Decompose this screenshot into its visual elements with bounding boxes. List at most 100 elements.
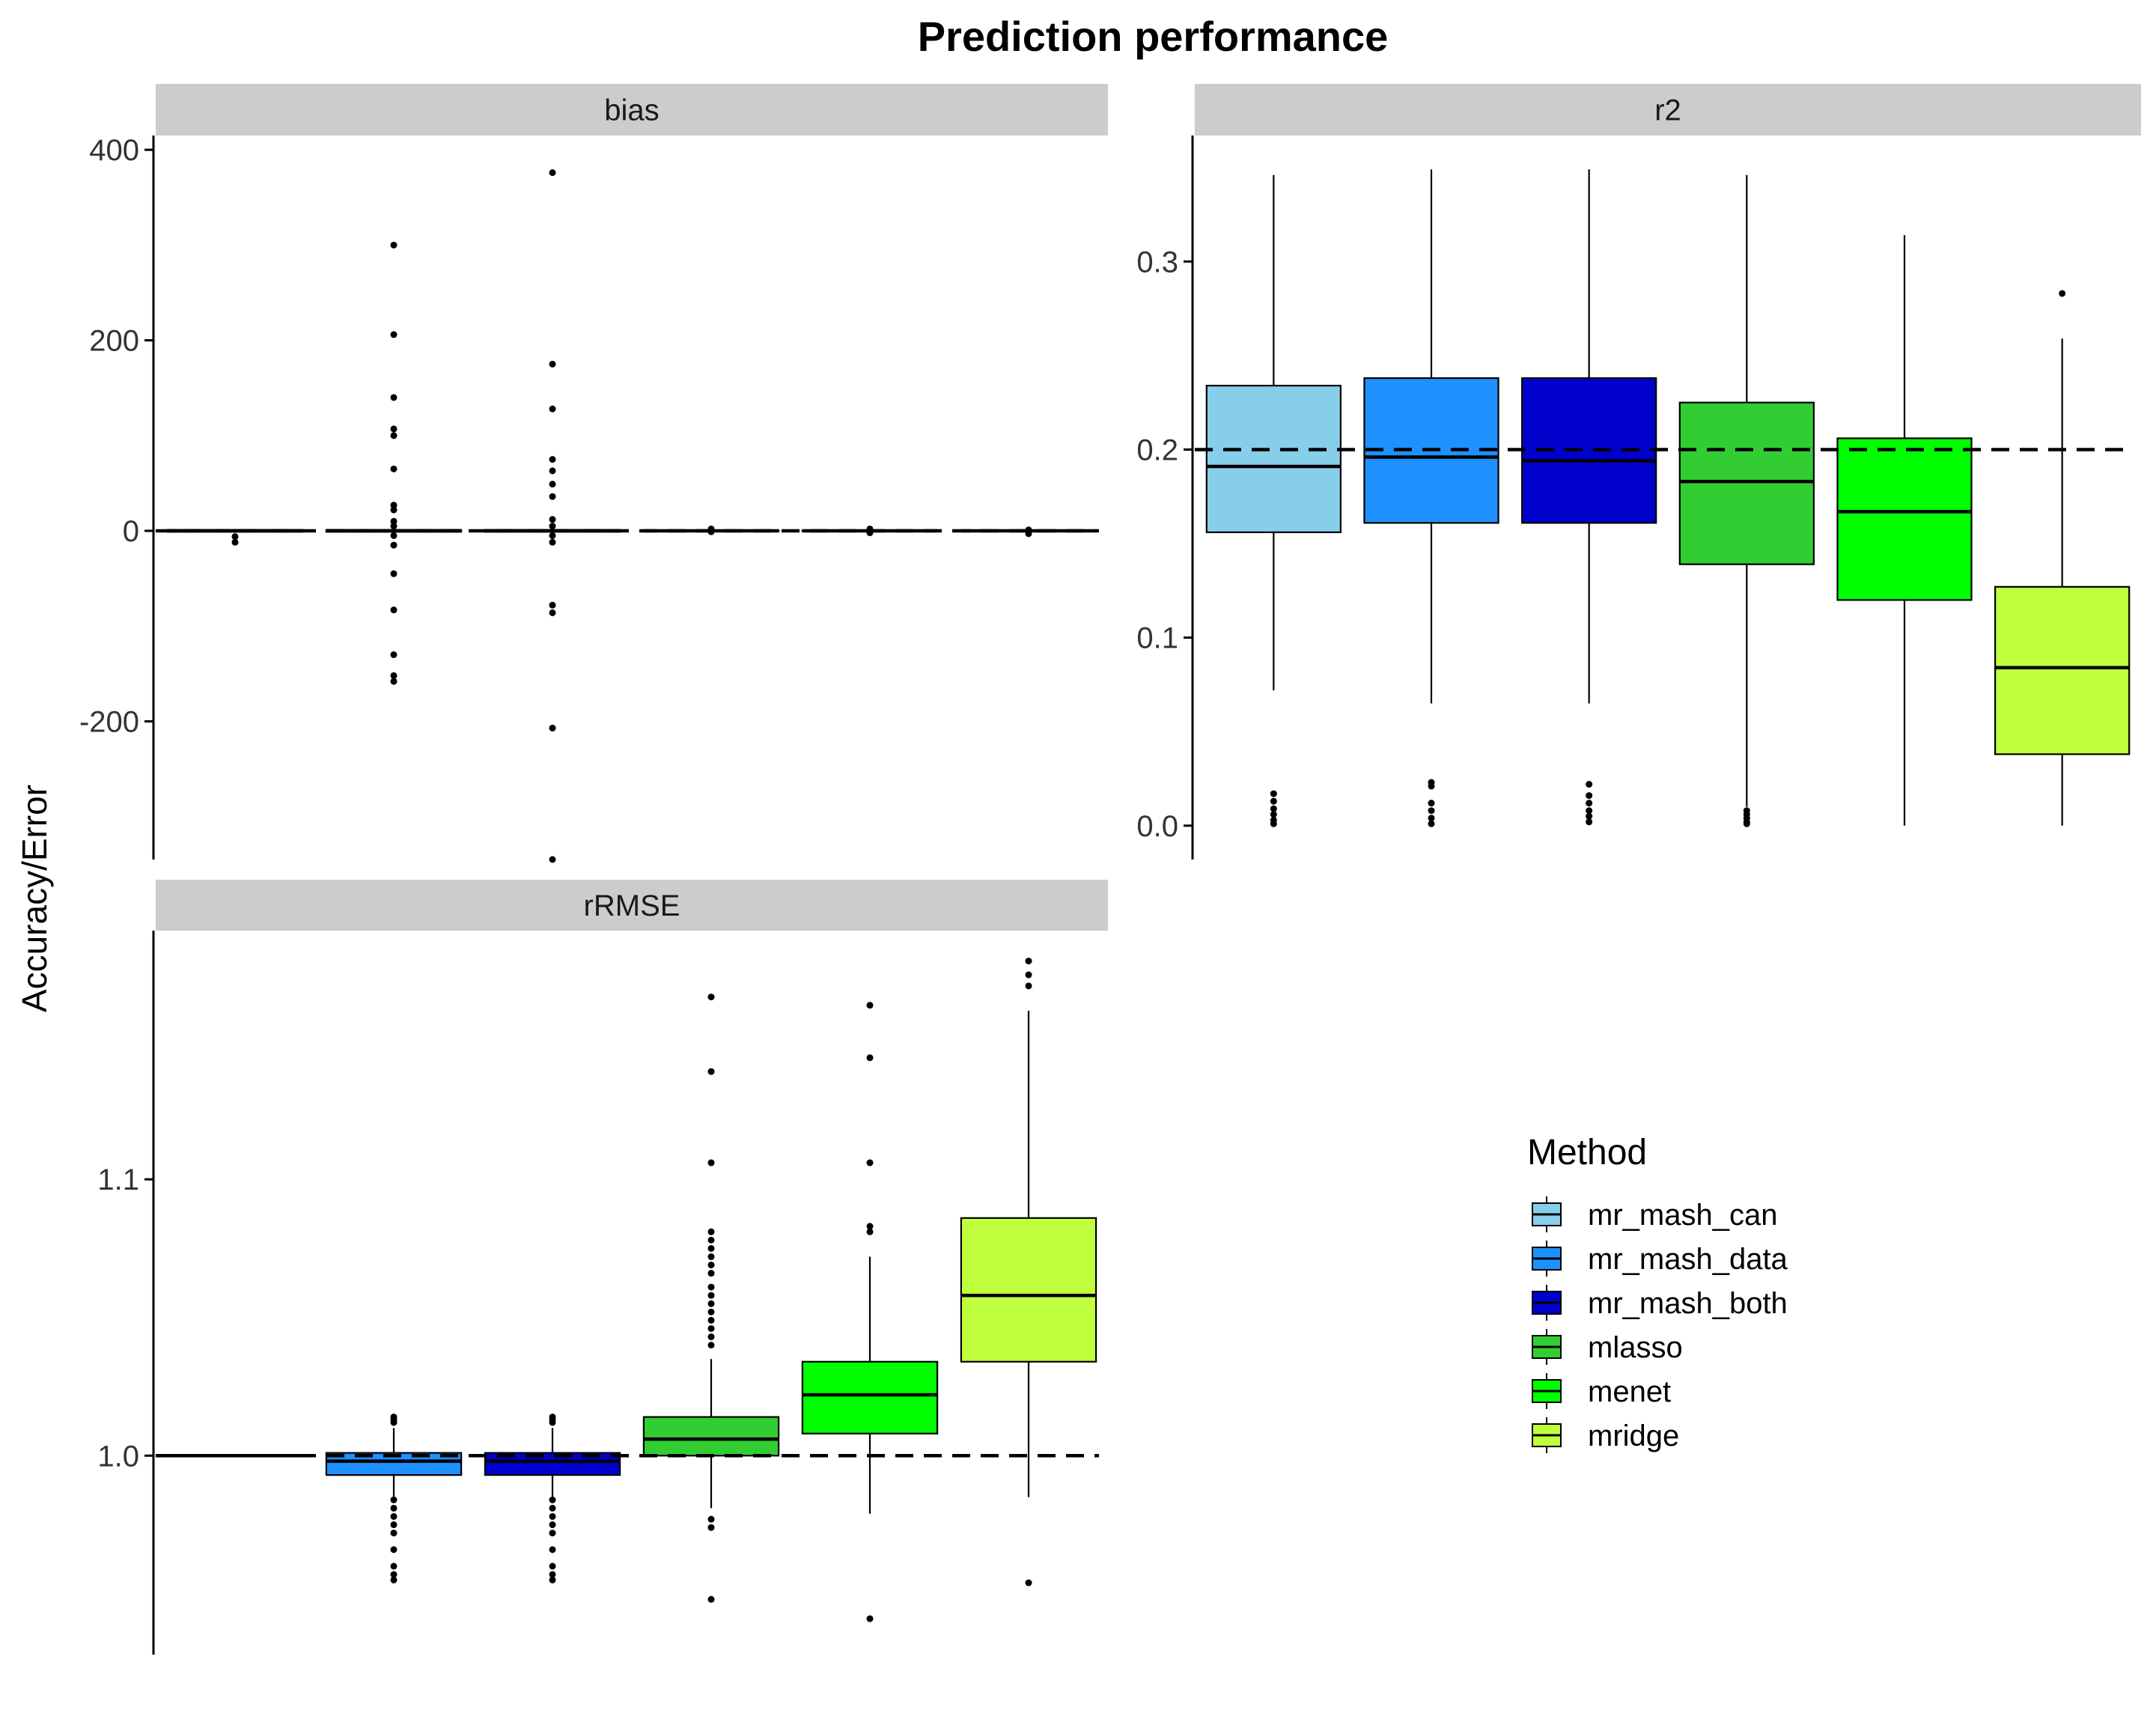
- legend-items: mr_mash_can mr_mash_data mr_mash_bothmlass…: [1532, 1196, 1788, 1453]
- outlier-point: [390, 506, 398, 514]
- outlier-point: [390, 517, 398, 525]
- outlier-point: [1743, 820, 1750, 827]
- panel-r2: r2 0.3 0.2 0.1 0.0: [1136, 84, 2141, 860]
- outlier-point: [390, 502, 398, 509]
- outlier-point: [549, 1530, 556, 1537]
- outlier-point: [707, 1236, 715, 1244]
- y-tick-label: -200: [79, 706, 139, 739]
- outlier-point: [390, 331, 398, 338]
- y-tick-label: 0.3: [1136, 246, 1178, 279]
- outlier-point: [549, 1496, 556, 1503]
- y-tick-label: 0.2: [1136, 433, 1178, 466]
- outlier-point: [549, 467, 556, 475]
- outlier-point: [549, 1512, 556, 1520]
- box-mridge: [1994, 290, 2131, 826]
- legend-item: mlasso: [1532, 1329, 1683, 1365]
- outlier-point: [1025, 958, 1032, 965]
- y-axis-label: Accuracy/Error: [15, 785, 54, 1012]
- outlier-point: [1270, 797, 1277, 805]
- box-mlasso: [642, 994, 780, 1603]
- box-rect: [1678, 401, 1815, 565]
- outlier-point: [866, 1159, 874, 1166]
- outlier-point: [549, 1546, 556, 1554]
- outlier-point: [707, 1515, 715, 1523]
- outlier-point: [1586, 807, 1593, 815]
- legend-item: menet: [1532, 1373, 1671, 1409]
- legend-item-label: mlasso: [1588, 1331, 1683, 1364]
- outlier-point: [707, 1524, 715, 1531]
- outlier-point: [1025, 1579, 1032, 1586]
- outlier-point: [549, 538, 556, 546]
- outlier-point: [707, 1283, 715, 1291]
- outlier-point: [707, 1595, 715, 1603]
- outlier-point: [390, 1521, 398, 1529]
- outlier-point: [1586, 818, 1593, 826]
- outlier-point: [549, 1576, 556, 1583]
- outlier-point: [1428, 820, 1435, 827]
- outlier-point: [231, 538, 239, 546]
- outlier-point: [549, 1419, 556, 1426]
- outlier-point: [1586, 781, 1593, 788]
- outlier-point: [549, 169, 556, 177]
- panel-bias: bias 400 200 0 -200: [79, 84, 1108, 863]
- outlier-point: [707, 1270, 715, 1277]
- outlier-point: [390, 532, 398, 539]
- box-mr_mash_data: [1363, 169, 1499, 827]
- outlier-point: [390, 1504, 398, 1512]
- outlier-point: [549, 601, 556, 609]
- box-mr_mash_both: [484, 1414, 621, 1583]
- outlier-point: [390, 1571, 398, 1578]
- outlier-point: [1025, 971, 1032, 979]
- outlier-point: [707, 1159, 715, 1166]
- box-mr_mash_can: [1205, 174, 1342, 827]
- outlier-point: [390, 672, 398, 679]
- outlier-point: [866, 1615, 874, 1622]
- outlier-point: [707, 994, 715, 1001]
- outlier-point: [1586, 800, 1593, 807]
- box-mlasso: [1678, 174, 1815, 827]
- box-mr_mash_both: [484, 169, 621, 863]
- outlier-point: [707, 1342, 715, 1349]
- outlier-point: [707, 1068, 715, 1075]
- outlier-point: [707, 1324, 715, 1332]
- outlier-point: [707, 1300, 715, 1307]
- panel-strip: [1195, 84, 2141, 136]
- y-tick-label: 200: [89, 325, 139, 358]
- y-tick-label: 0: [123, 515, 139, 548]
- panel-strip: [156, 880, 1108, 931]
- outlier-point: [390, 651, 398, 658]
- outlier-point: [1428, 815, 1435, 822]
- outlier-point: [390, 394, 398, 401]
- outlier-point: [707, 1316, 715, 1324]
- legend-item: mr_mash_both: [1532, 1285, 1788, 1321]
- box-rect: [642, 1416, 780, 1457]
- legend-item: mridge: [1532, 1417, 1679, 1453]
- outlier-point: [390, 241, 398, 249]
- legend-item-label: mr_mash_can: [1588, 1199, 1777, 1232]
- outlier-point: [1270, 790, 1277, 797]
- outlier-point: [1270, 805, 1277, 812]
- box-menet: [1836, 235, 1973, 826]
- box-mr_mash_data: [325, 241, 463, 685]
- outlier-point: [390, 1512, 398, 1520]
- outlier-point: [1586, 812, 1593, 820]
- chart-title: Prediction performance: [918, 13, 1389, 60]
- outlier-point: [866, 1054, 874, 1062]
- outlier-point: [866, 1223, 874, 1230]
- outlier-point: [549, 1571, 556, 1578]
- outlier-point: [549, 1563, 556, 1570]
- outlier-point: [549, 456, 556, 463]
- outlier-point: [549, 493, 556, 500]
- outlier-point: [549, 516, 556, 523]
- outlier-point: [866, 1228, 874, 1235]
- outlier-point: [549, 481, 556, 488]
- outlier-point: [707, 1308, 715, 1315]
- box-mr_mash_both: [1521, 169, 1657, 826]
- outlier-point: [549, 405, 556, 413]
- outlier-point: [707, 1228, 715, 1235]
- outlier-point: [866, 1002, 874, 1009]
- box-rect: [960, 1217, 1097, 1363]
- outlier-point: [390, 570, 398, 577]
- outlier-point: [549, 532, 556, 539]
